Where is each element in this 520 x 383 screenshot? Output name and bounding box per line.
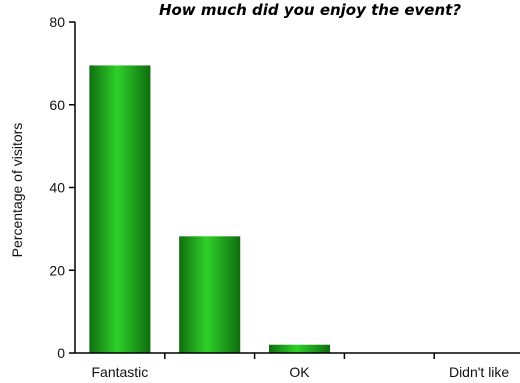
x-tick-label: Fantastic	[91, 364, 148, 380]
bar	[89, 65, 151, 353]
y-axis-title: Percentage of visitors	[9, 123, 25, 258]
x-tick-label: OK	[289, 364, 310, 380]
y-tick-label: 60	[49, 97, 65, 113]
x-ticks: Fantastic OK Didn't like	[91, 353, 509, 380]
bar	[268, 344, 331, 353]
chart-title: How much did you enjoy the event?	[159, 1, 461, 19]
y-tick-label: 80	[49, 14, 65, 30]
y-ticks: 0 20 40 60 80	[49, 14, 75, 361]
y-tick-label: 40	[49, 180, 65, 196]
bar	[179, 236, 241, 353]
y-tick-label: 0	[57, 345, 65, 361]
bars	[89, 65, 331, 353]
x-tick-label: Didn't like	[449, 364, 509, 380]
y-tick-label: 20	[49, 262, 65, 278]
